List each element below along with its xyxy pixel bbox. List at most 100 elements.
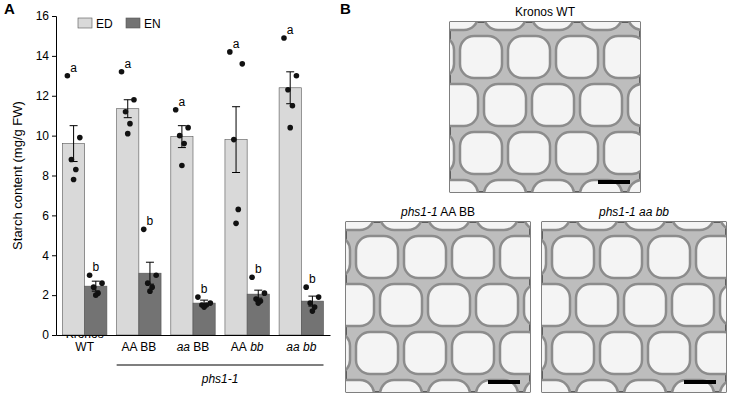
y-tick-mark [52, 96, 56, 97]
cell [346, 332, 350, 374]
cell [428, 380, 470, 392]
series [85, 227, 324, 335]
error-cap [308, 296, 316, 297]
data-point [93, 292, 99, 298]
y-tick-mark [52, 215, 56, 216]
bar [85, 286, 107, 335]
cell [346, 222, 374, 230]
error-line [258, 290, 259, 298]
bar [62, 144, 84, 335]
data-point [69, 157, 75, 163]
cell [346, 236, 350, 278]
y-tick-mark [52, 335, 56, 336]
x-tick-label: aa bb [286, 340, 316, 354]
cell [720, 222, 726, 230]
error-cap [232, 106, 240, 107]
data-point [131, 97, 137, 103]
cell [428, 284, 470, 326]
significance-letter: a [124, 57, 131, 71]
y-tick-label: 8 [42, 169, 49, 183]
data-point [262, 290, 268, 296]
y-tick: 12 [36, 89, 56, 103]
significance-letter: a [233, 37, 240, 51]
cell [484, 180, 526, 192]
micrograph-label: phs1-1 AA BB [400, 205, 475, 219]
y-tick-label: 2 [42, 288, 49, 302]
bar [279, 88, 301, 335]
cell [624, 222, 666, 230]
cell [648, 332, 690, 374]
y-tick-label: 12 [36, 89, 50, 103]
cell [628, 84, 640, 126]
cell [600, 236, 642, 278]
data-point [123, 109, 129, 115]
y-tick: 4 [42, 249, 56, 263]
bar [139, 273, 161, 335]
y-tick-mark [52, 176, 56, 177]
cell [450, 132, 454, 174]
cell [556, 36, 598, 78]
bar [117, 109, 139, 335]
y-tick-label: 4 [42, 249, 49, 263]
error-line [149, 262, 150, 284]
legend-swatch [126, 18, 140, 28]
cell [450, 84, 478, 126]
cell [628, 22, 640, 30]
cell [648, 236, 690, 278]
cell [542, 236, 546, 278]
y-tick-mark [52, 295, 56, 296]
y-axis: 0246810121416 [36, 9, 57, 342]
y-tick-mark [52, 16, 56, 17]
cell [532, 22, 574, 30]
bar [247, 294, 269, 335]
cell [524, 380, 530, 392]
cell [600, 332, 642, 374]
error-line [127, 100, 128, 118]
significance-letter: a [287, 23, 294, 37]
significance-letter: a [179, 95, 186, 109]
cell [508, 132, 550, 174]
error-cap [178, 125, 186, 126]
x-tick: AA BB [121, 335, 156, 354]
cell [552, 236, 594, 278]
cell [542, 380, 570, 392]
scale-bar [488, 380, 520, 384]
legend-label: EN [144, 17, 161, 31]
micrograph-label: phs1-1 aa bb [598, 205, 669, 219]
error-line [73, 126, 74, 162]
cell [524, 284, 530, 326]
cell [452, 236, 494, 278]
cell [542, 332, 546, 374]
data-point [235, 207, 241, 213]
data-point [316, 294, 322, 300]
cell [450, 22, 478, 30]
cell [672, 284, 714, 326]
cell [450, 36, 454, 78]
cell [380, 380, 422, 392]
x-tick: aa BB [177, 335, 210, 354]
cell [380, 284, 422, 326]
error-cap [92, 281, 100, 282]
data-point [285, 87, 291, 93]
y-tick: 8 [42, 169, 56, 183]
data-point [231, 137, 237, 143]
error-bar [70, 126, 78, 162]
significance-letter: b [92, 260, 99, 274]
y-tick: 14 [36, 49, 56, 63]
cell [604, 36, 640, 78]
cell [532, 84, 574, 126]
data-point [145, 280, 151, 286]
legend-swatch [78, 18, 92, 28]
significance-letter: a [70, 61, 77, 75]
error-cap [200, 300, 208, 301]
y-tick-mark [52, 255, 56, 256]
y-tick-label: 14 [36, 49, 50, 63]
cell [696, 236, 726, 278]
data-point [185, 125, 191, 131]
cell [484, 84, 526, 126]
data-point [125, 131, 131, 137]
cell [542, 284, 570, 326]
cell [460, 132, 502, 174]
legend: EDEN [78, 17, 161, 31]
data-point [201, 304, 207, 310]
